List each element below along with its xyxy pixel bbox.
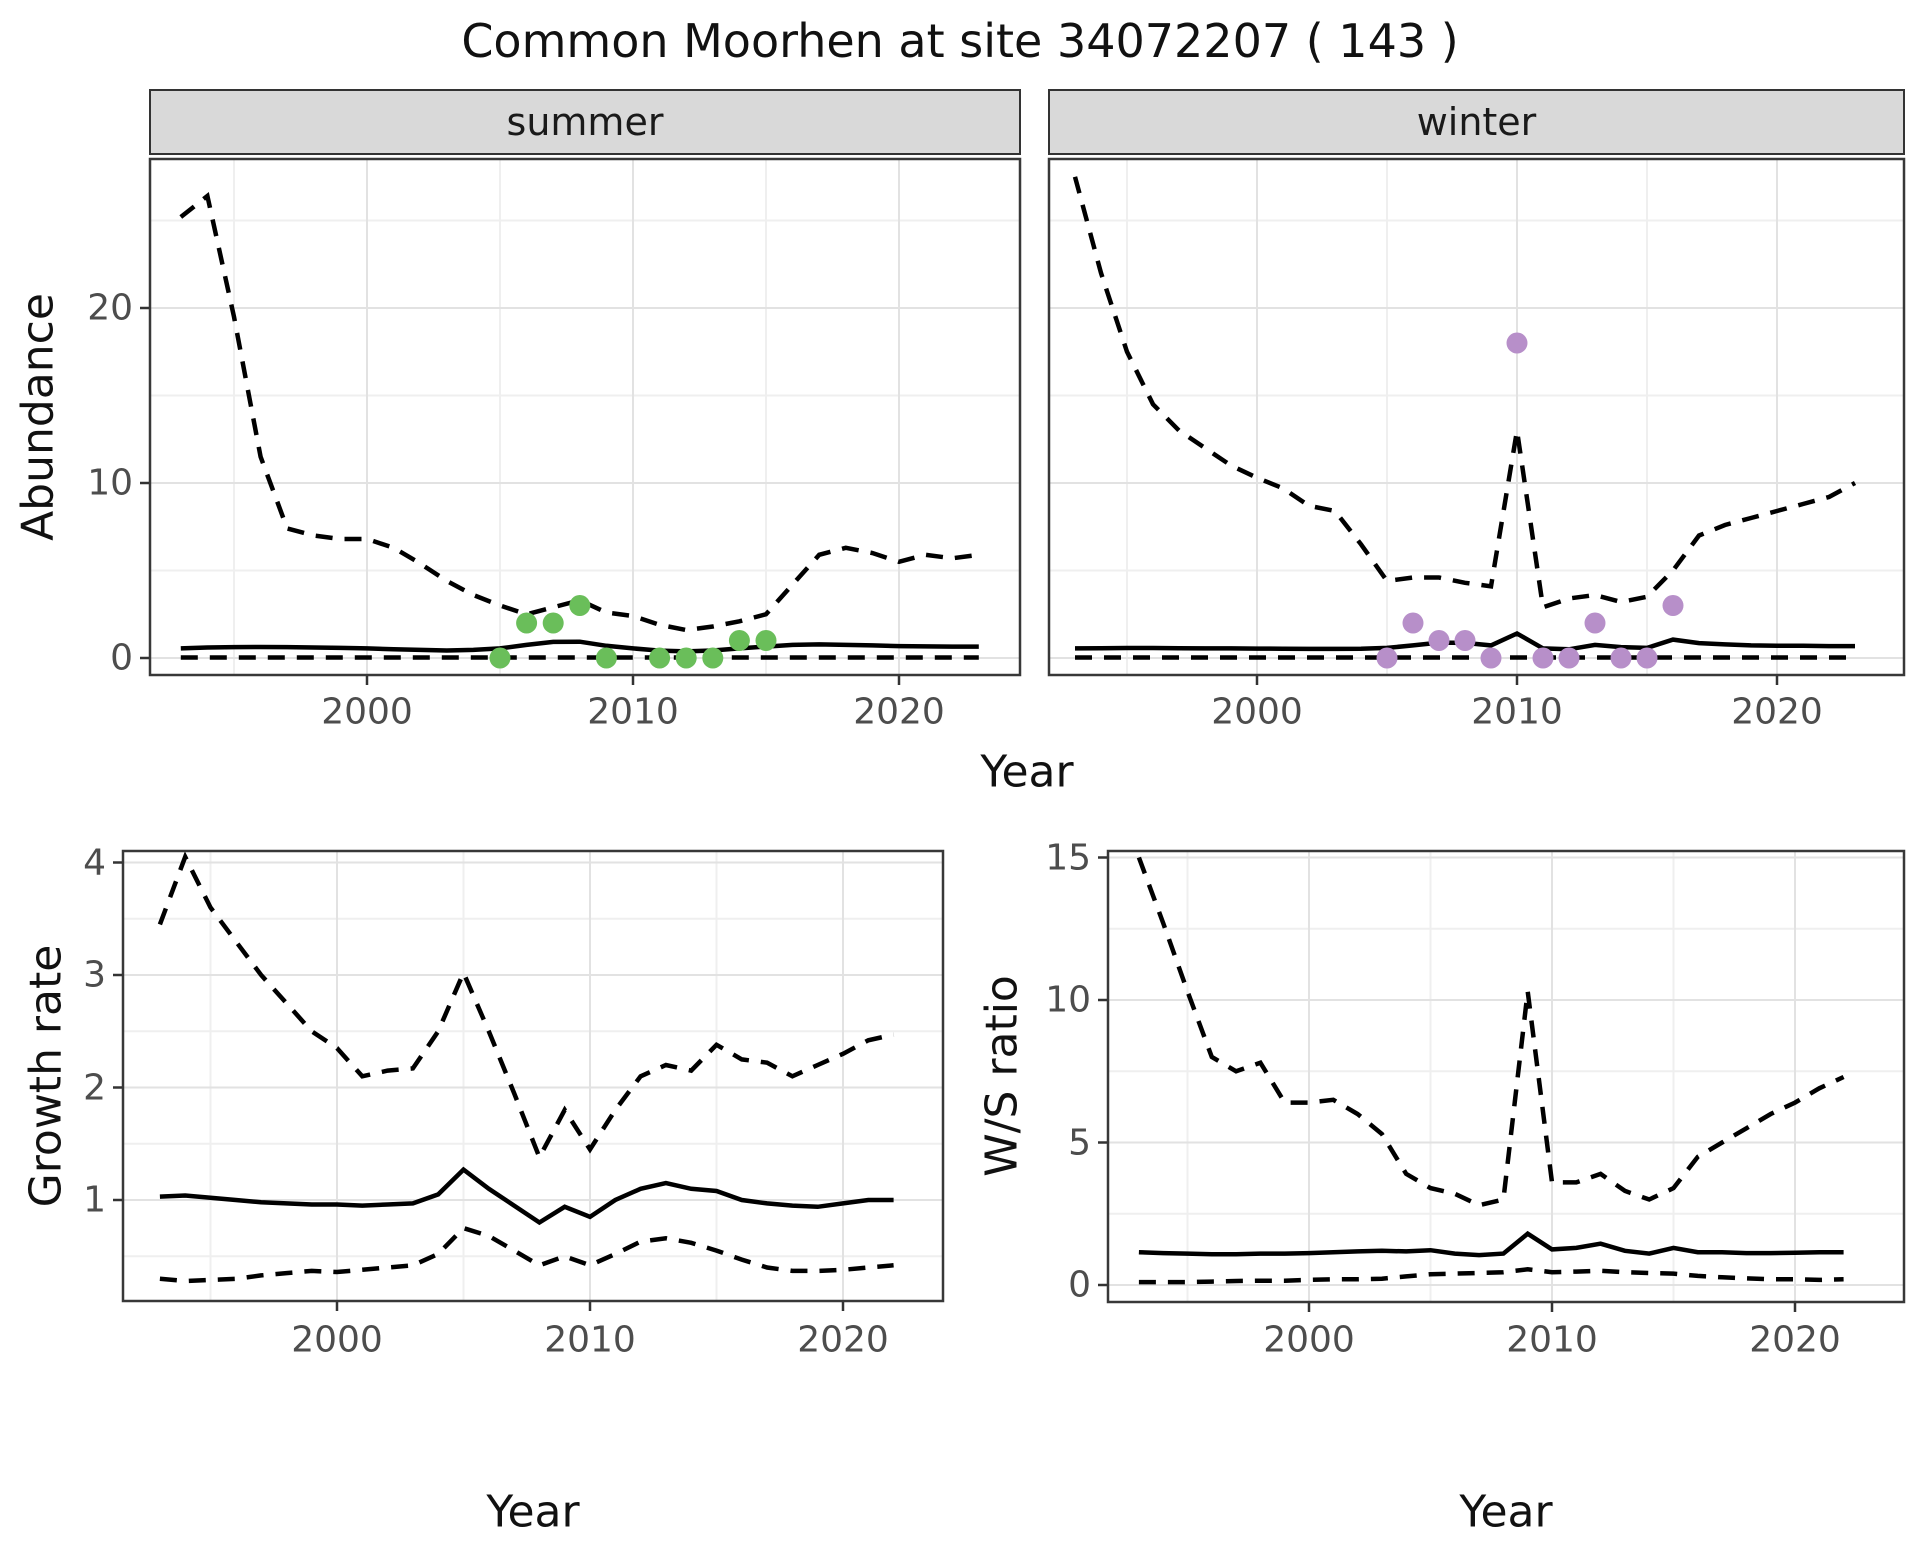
y-axis-title-growth-rate: Growth rate [20,944,72,1208]
summer-observations-point [702,647,724,669]
y-tick-label-summer: 10 [87,462,133,504]
series-upper-ci [157,851,895,1163]
panel-abundance-winter [1047,157,1906,685]
x-tick-label-summer: 2000 [321,691,413,733]
y-tick-label-ws: 10 [1045,979,1091,1021]
y-tick-label-ws: 5 [1068,1122,1091,1163]
x-tick-label-winter: 2010 [1471,691,1563,733]
winter-observations-point [1558,647,1580,669]
x-tick-label-summer: 2010 [587,691,679,733]
summer-observations-point [755,630,777,651]
winter-observations-point [1636,647,1658,669]
panel-border [148,157,1022,677]
series-mean [180,639,979,654]
y-tick-label-growth: 1 [83,1179,106,1221]
y-axis-title-ws-ratio: W/S ratio [976,975,1028,1177]
y-tick-label-growth: 4 [83,842,106,883]
winter-observations-point [1662,595,1684,616]
summer-observations-point [542,612,564,634]
panel-abundance-summer [140,157,1022,685]
winter-observations-point [1480,647,1502,669]
facet-strip-summer: summer [149,89,1021,155]
series-upper-ci [1072,176,1857,611]
y-tick-label-summer: 20 [87,287,133,329]
series-upper-ci [179,192,980,633]
y-axis-title-abundance: Abundance [12,293,64,541]
summer-observations-point [649,647,671,669]
x-axis-title-year-ws: Year [1459,1486,1553,1538]
winter-observations-point [1506,332,1528,354]
series-mean [159,1166,894,1226]
series-lower-ci [1138,1267,1844,1285]
facet-strip-winter-label: winter [1416,100,1537,144]
series-mean [1138,1230,1844,1258]
panel-border [1106,849,1906,1304]
panel-ws-ratio [1098,849,1906,1312]
x-axis-title-year-growth: Year [486,1486,580,1538]
panel-border [121,849,945,1303]
summer-observations-point [595,647,617,669]
x-tick-label-ws: 2000 [1263,1319,1355,1361]
winter-observations-point [1454,630,1476,651]
series-upper-ci [1136,856,1845,1208]
x-axis-title-year-top: Year [980,746,1074,798]
x-tick-label-winter: 2020 [1731,691,1823,733]
winter-observations-point [1428,630,1450,651]
winter-observations-point [1584,612,1606,634]
x-tick-label-growth: 2020 [797,1319,889,1361]
y-tick-label-growth: 2 [83,1067,106,1108]
summer-observations-point [516,612,538,634]
y-tick-label-ws: 0 [1068,1264,1091,1306]
x-tick-label-ws: 2010 [1506,1319,1598,1361]
summer-observations-point [728,630,750,651]
summer-observations-point [489,647,511,669]
x-tick-label-ws: 2020 [1749,1319,1841,1361]
chart-canvas-winter [1047,157,1906,685]
summer-observations-point [675,647,697,669]
x-tick-label-growth: 2010 [544,1319,636,1361]
x-tick-label-winter: 2000 [1211,691,1303,733]
chart-canvas-summer [140,157,1022,685]
x-tick-label-summer: 2020 [853,691,945,733]
x-tick-label-growth: 2000 [291,1319,383,1361]
series-lower-ci [159,1225,894,1284]
winter-observations-point [1532,647,1554,669]
chart-title: Common Moorhen at site 34072207 ( 143 ) [461,14,1459,68]
panel-border [1047,157,1906,677]
panel-growth-rate [113,849,945,1311]
winter-observations-point [1376,647,1398,669]
facet-strip-summer-label: summer [506,100,664,144]
chart-canvas-ws [1098,849,1906,1312]
y-tick-label-ws: 15 [1045,837,1091,878]
winter-observations-point [1610,647,1632,669]
y-tick-label-summer: 0 [110,637,133,679]
summer-observations-point [569,595,591,616]
y-tick-label-growth: 3 [83,954,106,996]
facet-strip-winter: winter [1048,89,1905,155]
winter-observations-point [1402,612,1424,634]
chart-canvas-growth [113,849,945,1311]
